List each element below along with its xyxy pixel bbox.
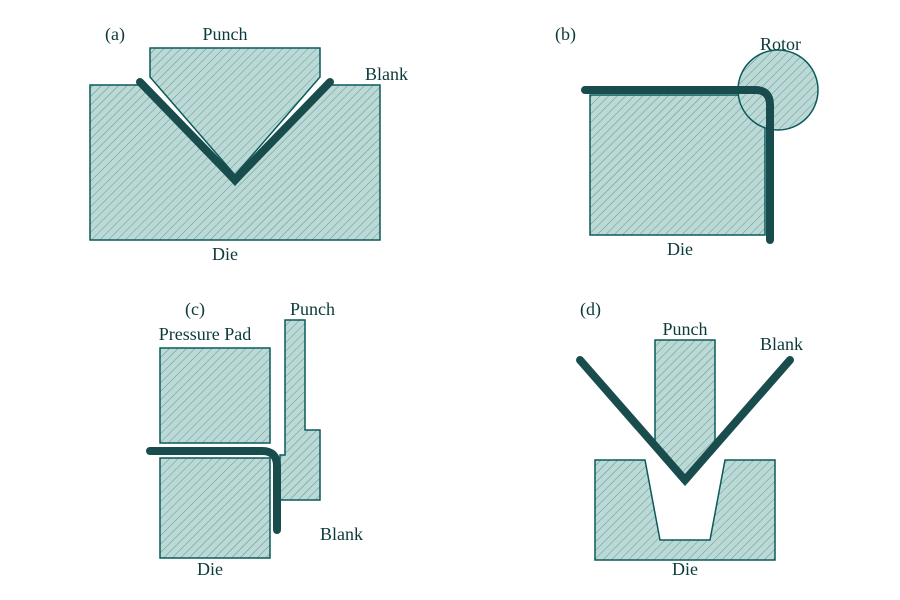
d-label-2: Die	[672, 559, 698, 579]
a-label-0: Punch	[203, 24, 248, 44]
c-label-3: Die	[197, 559, 223, 579]
b-label-1: Die	[667, 239, 693, 259]
c-tag: (c)	[185, 299, 205, 320]
c-label-2: Blank	[320, 524, 363, 544]
d-punch	[655, 340, 715, 485]
a-label-2: Die	[212, 244, 238, 264]
b-label-0: Rotor	[760, 34, 801, 54]
c-label-1: Pressure Pad	[159, 324, 252, 344]
d-label-0: Punch	[663, 319, 708, 339]
b-die	[590, 95, 765, 235]
d-tag: (d)	[580, 299, 601, 320]
c-die	[160, 458, 270, 558]
c-label-0: Punch	[290, 299, 335, 319]
b-tag: (b)	[555, 24, 576, 45]
a-label-1: Blank	[365, 64, 408, 84]
a-tag: (a)	[105, 24, 125, 45]
c-pressure-pad	[160, 348, 270, 443]
c-punch	[280, 320, 320, 500]
d-label-1: Blank	[760, 334, 803, 354]
